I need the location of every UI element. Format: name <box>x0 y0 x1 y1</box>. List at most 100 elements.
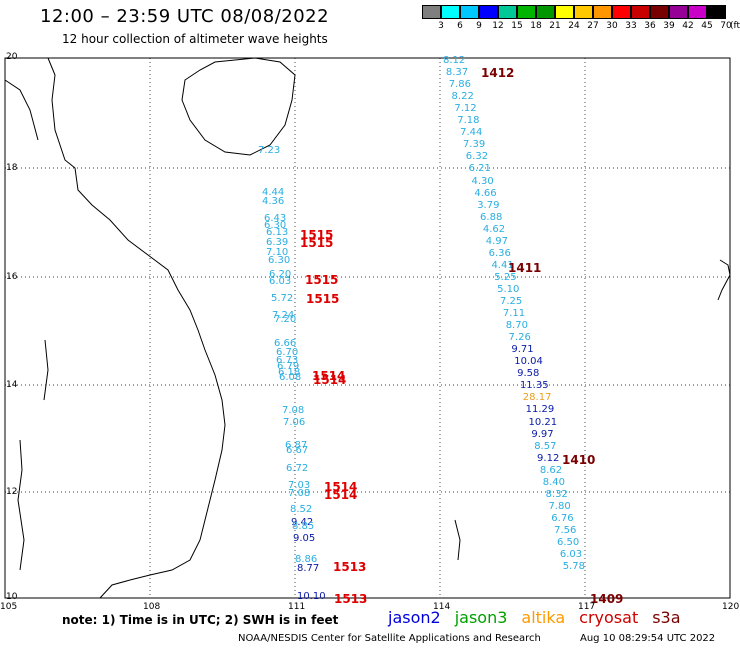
legend-swatch <box>650 5 669 19</box>
pass-label: 1515 <box>300 228 334 242</box>
legend-tick: 6 <box>457 21 463 31</box>
wave-height-label: 6.79 <box>277 361 300 372</box>
legend-tick: 24 <box>568 21 580 31</box>
wave-height-label: 6.36 <box>488 247 511 259</box>
pass-label: 1412 <box>481 66 515 80</box>
wave-height-label: 6.03 <box>269 276 292 287</box>
wave-height-label: 8.85 <box>292 521 315 532</box>
wave-height-label: 7.20 <box>274 314 297 325</box>
pass-label: 1513 <box>333 560 367 574</box>
wave-height-label: 7.12 <box>454 103 477 115</box>
pass-label: 1514 <box>324 480 358 494</box>
legend-tick: 18 <box>530 21 542 31</box>
wave-height-label: 6.43 <box>264 213 287 224</box>
legend-tick: 9 <box>476 21 482 31</box>
wave-height-label: 8.37 <box>445 67 469 79</box>
wave-height-label: 6.03 <box>559 549 583 561</box>
footer-credit: NOAA/NESDIS Center for Satellite Applica… <box>238 633 541 644</box>
wave-height-label: 6.72 <box>286 463 309 474</box>
wave-height-label: 7.56 <box>554 524 577 536</box>
wave-height-label: 4.41 <box>491 259 514 271</box>
wave-height-label: 7.18 <box>457 115 480 127</box>
legend-swatch <box>707 5 726 19</box>
pass-label: 1515 <box>306 292 340 306</box>
legend-swatch <box>517 5 536 19</box>
wave-height-label: 6.70 <box>276 347 299 358</box>
wave-height-label: 7.80 <box>548 500 571 512</box>
legend-swatch <box>422 5 441 19</box>
coastline <box>4 57 731 599</box>
legend-tick: 3 <box>438 21 444 31</box>
lat-label-20: 20 <box>6 52 18 62</box>
wave-height-label: 28.17 <box>522 392 552 404</box>
legend-tick: 30 <box>606 21 618 31</box>
wave-height-label: 4.62 <box>482 223 506 235</box>
wave-height-label: 4.30 <box>471 175 494 187</box>
pass-label: 1513 <box>334 592 368 606</box>
wave-height-label: 6.20 <box>269 269 292 280</box>
wave-height-label: 4.36 <box>262 196 285 207</box>
lon-label-105: 105 <box>0 602 18 612</box>
legend-swatch <box>593 5 612 19</box>
lat-label-14: 14 <box>6 380 18 390</box>
legend-unit: (ft) <box>730 21 740 31</box>
wave-height-label: 8.77 <box>297 563 320 574</box>
legend-swatch <box>688 5 707 19</box>
footer-note: note: 1) Time is in UTC; 2) SWH is in fe… <box>62 613 339 627</box>
satellite-legend: jason2 jason3 altika cryosat s3a <box>388 608 695 627</box>
lon-label-117: 117 <box>578 602 596 612</box>
wave-height-label: 9.05 <box>293 533 316 544</box>
wave-height-label: 8.12 <box>443 55 466 66</box>
legend-tick: 36 <box>644 21 656 31</box>
wave-height-label: 3.79 <box>477 199 500 211</box>
pass-label: 1514 <box>324 488 358 502</box>
wave-height-label: 7.86 <box>448 79 471 91</box>
wave-height-label: 6.13 <box>266 227 289 238</box>
pass-label: 1409 <box>590 592 624 606</box>
wave-height-label: 9.58 <box>517 368 540 380</box>
wave-height-label: 11.35 <box>519 380 549 392</box>
wave-height-label: 7.03 <box>288 480 311 491</box>
wave-height-label: 8.32 <box>545 488 568 500</box>
lon-label-111: 111 <box>288 602 306 612</box>
wave-height-label: 8.70 <box>505 320 528 332</box>
wave-height-label: 5.10 <box>497 283 520 295</box>
map-subtitle: 12 hour collection of altimeter wave hei… <box>62 32 328 46</box>
wave-height-label: 8.22 <box>451 91 474 103</box>
wave-height-label: 7.08 <box>288 488 311 499</box>
legend-tick: 27 <box>587 21 599 31</box>
wave-height-label: 6.67 <box>286 445 309 456</box>
footer-timestamp: Aug 10 08:29:54 UTC 2022 <box>580 633 716 644</box>
map-frame <box>4 57 731 599</box>
wave-height-label: 9.12 <box>537 452 560 464</box>
legend-tick: 70 <box>720 21 732 31</box>
wave-height-label: 7.06 <box>283 417 306 428</box>
legend-swatch <box>479 5 498 19</box>
legend-swatch <box>498 5 517 19</box>
wave-height-label: 4.66 <box>474 187 497 199</box>
wave-height-label: 7.10 <box>266 247 289 258</box>
wave-height-label: 9.42 <box>291 517 314 528</box>
wave-height-label: 7.26 <box>508 332 531 344</box>
wave-height-label: 6.30 <box>268 255 291 266</box>
wave-height-label: 9.97 <box>531 428 554 440</box>
lat-label-16: 16 <box>6 272 18 282</box>
lon-label-120: 120 <box>722 602 740 612</box>
legend-swatch <box>460 5 479 19</box>
wave-height-label: 6.87 <box>285 440 308 451</box>
pass-label: 1410 <box>562 453 596 467</box>
wave-height-label: 9.71 <box>511 344 534 356</box>
lon-label-108: 108 <box>143 602 161 612</box>
wave-height-label: 6.66 <box>274 338 297 349</box>
lat-label-18: 18 <box>6 163 18 173</box>
legend-swatch <box>555 5 574 19</box>
wave-height-label: 6.76 <box>551 512 574 524</box>
wave-height-label: 6.18 <box>278 367 301 378</box>
legend-tick: 39 <box>663 21 675 31</box>
map-title: 12:00 – 23:59 UTC 08/08/2022 <box>40 6 330 27</box>
pass-label: 1411 <box>508 261 542 275</box>
lat-label-12: 12 <box>6 487 18 497</box>
map-grid <box>5 58 730 598</box>
pass-label: 1515 <box>305 273 339 287</box>
